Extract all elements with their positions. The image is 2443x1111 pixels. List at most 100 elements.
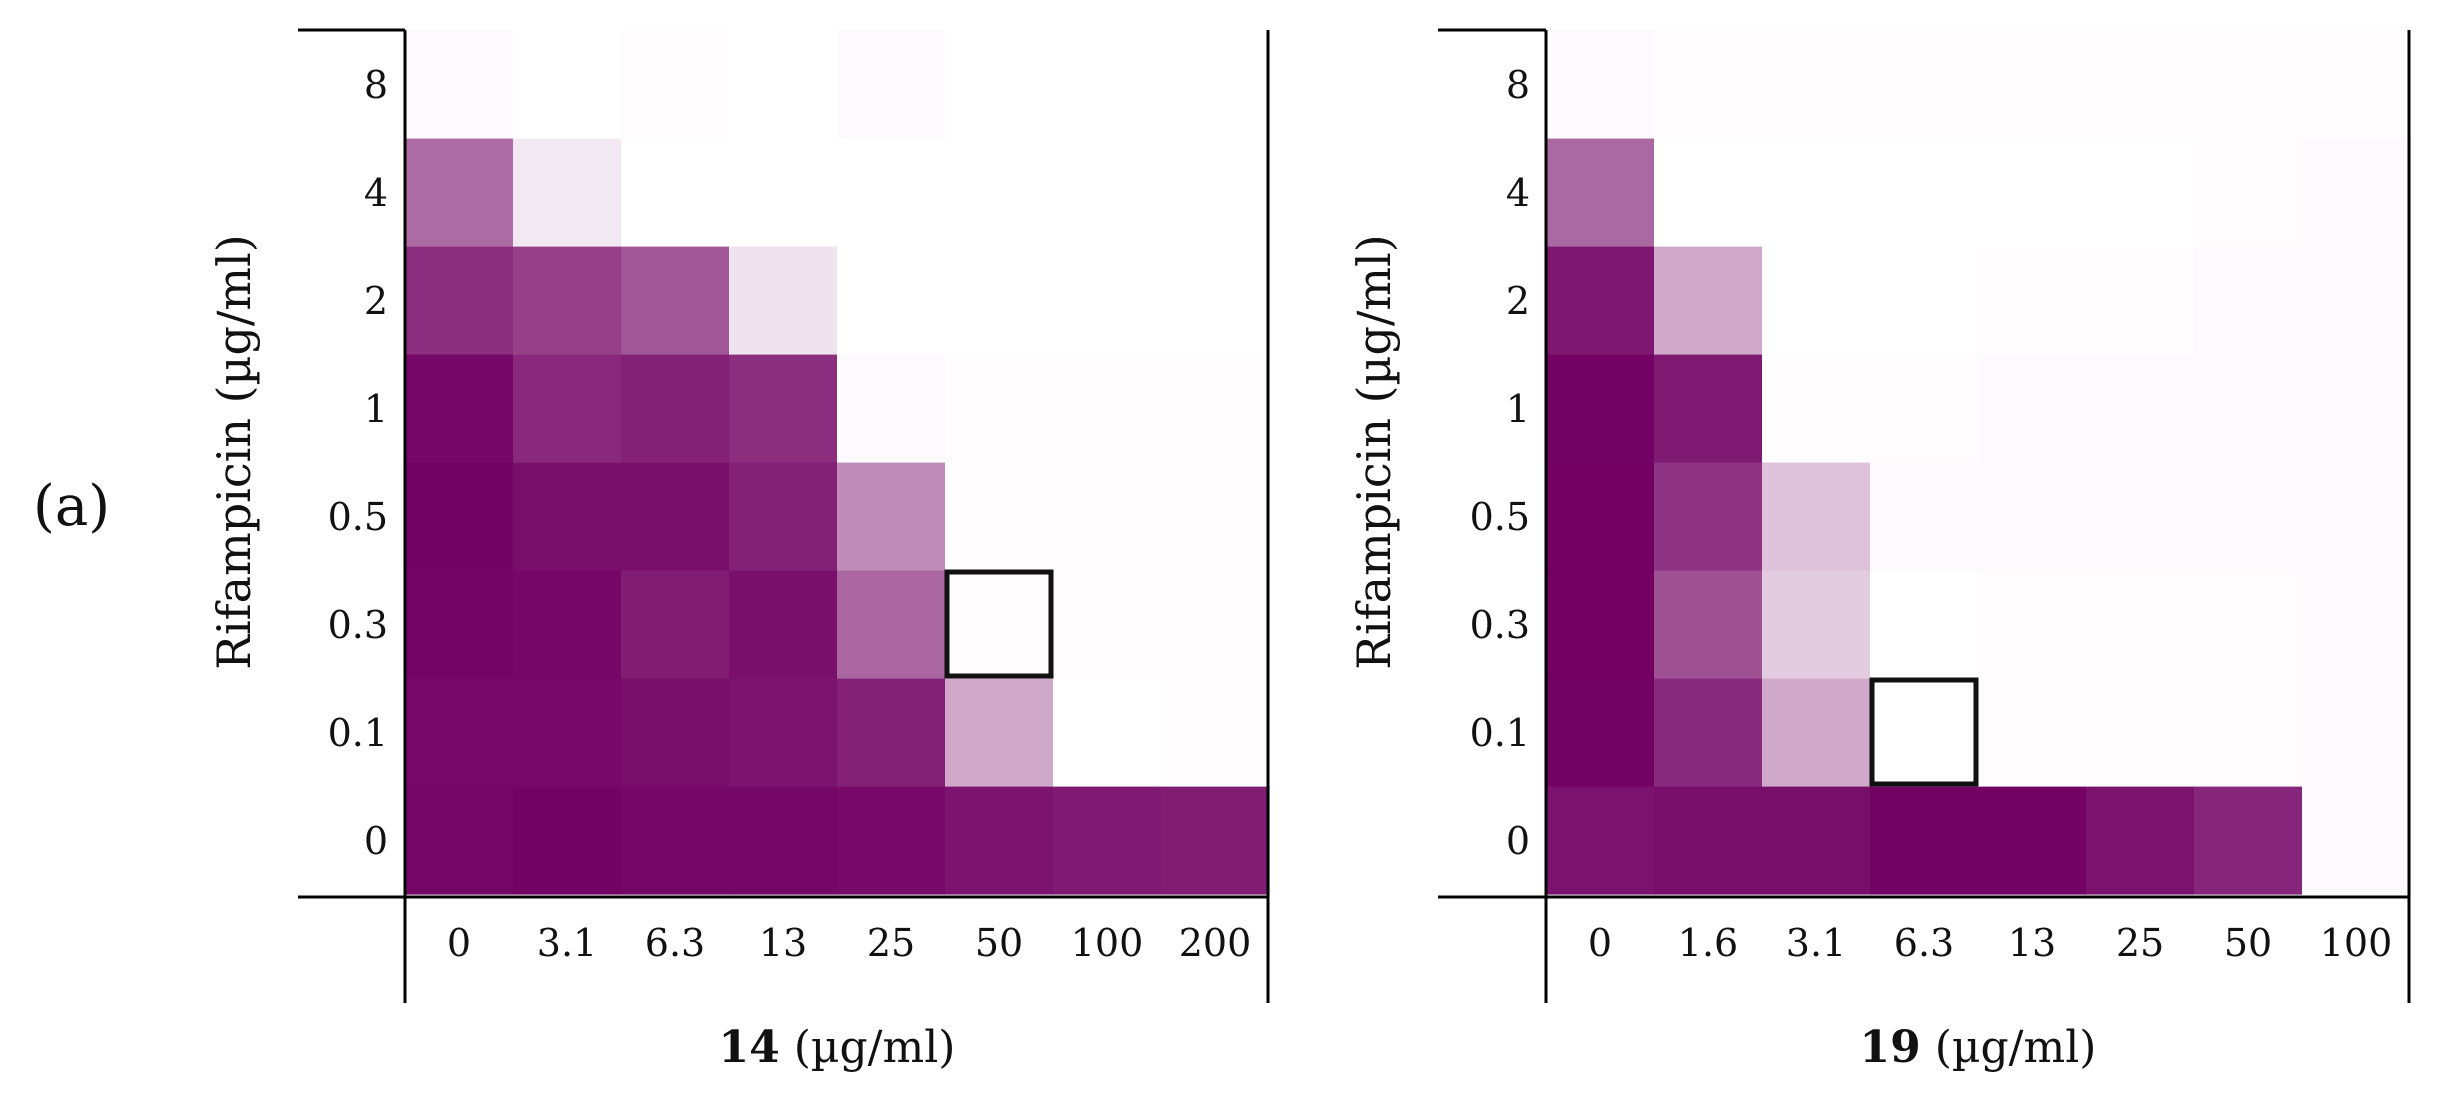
heatmap-cell-0-0.1	[405, 678, 514, 787]
heatmap-cell-50-4	[945, 138, 1054, 247]
heatmap-cell-6.3-0.5	[621, 462, 730, 571]
x-axis-title: 19 (µg/ml)	[1860, 1022, 2097, 1073]
heatmap-cell-6.3-2	[1870, 246, 1979, 355]
heatmap-cell-13-0.5	[1978, 462, 2087, 571]
heatmap-cell-6.3-8	[621, 30, 730, 139]
y-tick-label: 0	[364, 819, 388, 863]
heatmap-cell-100-0.3	[1053, 570, 1162, 679]
heatmap-cell-50-1	[2194, 354, 2303, 463]
x-tick-label: 6.3	[645, 921, 705, 965]
heatmap-cell-3.1-8	[513, 30, 622, 139]
heatmap-cell-0-4	[1546, 138, 1655, 247]
y-tick-label: 2	[364, 279, 388, 323]
heatmap-cell-50-0	[945, 786, 1054, 895]
heatmap-cell-100-1	[2302, 354, 2411, 463]
heatmap-cell-13-0.1	[1978, 678, 2087, 787]
heatmap-cell-0-0.5	[1546, 462, 1655, 571]
heatmap-cell-50-0	[2194, 786, 2303, 895]
heatmap-cell-3.1-0	[513, 786, 622, 895]
heatmap-cell-3.1-0	[1762, 786, 1871, 895]
heatmap-cell-50-0.1	[2194, 678, 2303, 787]
heatmap-cell-25-8	[837, 30, 946, 139]
heatmap-cell-50-0.3	[2194, 570, 2303, 679]
heatmap-cell-3.1-0.3	[1762, 570, 1871, 679]
heatmap-cell-25-1	[837, 354, 946, 463]
x-axis-title-unit: (µg/ml)	[780, 1022, 956, 1073]
heatmap-cell-13-2	[1978, 246, 2087, 355]
heatmap-cell-6.3-1	[1870, 354, 1979, 463]
y-tick-label: 0.3	[328, 603, 388, 647]
heatmap-cell-100-0.5	[2302, 462, 2411, 571]
heatmap-cell-200-0.3	[1161, 570, 1270, 679]
heatmap-cell-13-4	[729, 138, 838, 247]
heatmap-cell-100-0	[1053, 786, 1162, 895]
heatmap-cell-0-0.5	[405, 462, 514, 571]
heatmap-cell-3.1-1	[1762, 354, 1871, 463]
heatmap-cell-1.6-4	[1654, 138, 1763, 247]
heatmap-cell-13-8	[729, 30, 838, 139]
heatmap-cell-50-4	[2194, 138, 2303, 247]
heatmap-cell-0-8	[405, 30, 514, 139]
heatmap-cell-100-8	[1053, 30, 1162, 139]
heatmap-cell-3.1-2	[513, 246, 622, 355]
heatmap-cell-13-0.1	[729, 678, 838, 787]
heatmap-cell-25-4	[2086, 138, 2195, 247]
heatmap-cell-25-0	[2086, 786, 2195, 895]
y-tick-label: 0.5	[328, 495, 388, 539]
x-tick-label: 1.6	[1678, 921, 1738, 965]
y-axis-title: Rifampicin (µg/ml)	[207, 234, 261, 669]
heatmap-cell-25-2	[2086, 246, 2195, 355]
heatmap-cell-50-1	[945, 354, 1054, 463]
heatmap-cell-100-0.5	[1053, 462, 1162, 571]
heatmap-cell-0-0.1	[1546, 678, 1655, 787]
heatmap-panel-compound-14: 0 0.1 0.3 0.5 1 2 4 8 0 3.1 6.3 13 25 50 100 200 14 (µg/…	[207, 28, 1270, 1073]
heatmap-cell-6.3-0.3	[1870, 570, 1979, 679]
heatmap-cell-50-0.5	[2194, 462, 2303, 571]
heatmap-cell-0-8	[1546, 30, 1655, 139]
heatmap-cell-6.3-0.1	[1870, 678, 1979, 787]
heatmap-cell-3.1-0.1	[513, 678, 622, 787]
y-tick-label: 0	[1506, 819, 1530, 863]
heatmap-cell-25-2	[837, 246, 946, 355]
heatmap-cell-100-2	[2302, 246, 2411, 355]
heatmap-cell-100-4	[1053, 138, 1162, 247]
heatmap-cell-13-0	[729, 786, 838, 895]
heatmap-cell-3.1-1	[513, 354, 622, 463]
heatmap-cell-6.3-0.1	[621, 678, 730, 787]
heatmap-cell-0-1	[1546, 354, 1655, 463]
heatmap-cell-0-0	[1546, 786, 1655, 895]
highlight-box	[944, 569, 1054, 679]
heatmap-cell-13-8	[1978, 30, 2087, 139]
heatmap-cell-200-2	[1161, 246, 1270, 355]
x-tick-label: 3.1	[1786, 921, 1846, 965]
x-tick-label: 200	[1179, 921, 1252, 965]
heatmap-cell-25-0.3	[837, 570, 946, 679]
heatmap-cell-200-0.1	[1161, 678, 1270, 787]
x-tick-label: 0	[1588, 921, 1612, 965]
heatmap-cell-0-2	[1546, 246, 1655, 355]
x-tick-label: 0	[447, 921, 471, 965]
heatmap-cell-6.3-4	[621, 138, 730, 247]
heatmap-cell-1.6-0	[1654, 786, 1763, 895]
heatmap-cell-25-0.5	[837, 462, 946, 571]
y-tick-label: 8	[364, 63, 388, 107]
heatmap-cell-6.3-0.5	[1870, 462, 1979, 571]
x-tick-label: 50	[975, 921, 1023, 965]
y-tick-label: 0.5	[1470, 495, 1530, 539]
heatmap-cell-13-0	[1978, 786, 2087, 895]
x-tick-label: 100	[1071, 921, 1144, 965]
heatmap-cell-50-2	[945, 246, 1054, 355]
heatmap-cell-200-0.5	[1161, 462, 1270, 571]
x-tick-label: 13	[2008, 921, 2056, 965]
y-tick-label: 4	[364, 171, 388, 215]
x-tick-label: 6.3	[1894, 921, 1954, 965]
heatmap-cell-6.3-0	[1870, 786, 1979, 895]
heatmap-cell-3.1-2	[1762, 246, 1871, 355]
heatmap-cell-0-0.3	[405, 570, 514, 679]
heatmap-panel-compound-19: 0 0.1 0.3 0.5 1 2 4 8 0 1.6 3.1 6.3 13 25 50 100 19 (µg/…	[1347, 28, 2411, 1073]
heatmap-cell-6.3-0	[621, 786, 730, 895]
heatmap-cell-25-0.5	[2086, 462, 2195, 571]
heatmap-cell-3.1-4	[1762, 138, 1871, 247]
heatmap-cell-0-1	[405, 354, 514, 463]
heatmap-cell-100-0.1	[2302, 678, 2411, 787]
